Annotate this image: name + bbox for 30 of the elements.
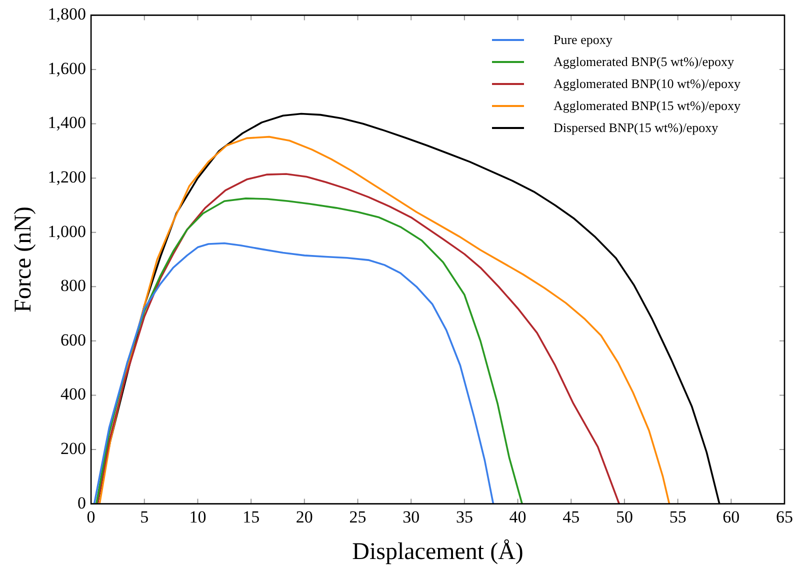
x-tick-label: 40 bbox=[509, 507, 526, 526]
y-tick-label: 1,800 bbox=[48, 4, 86, 24]
x-tick-label: 35 bbox=[456, 507, 473, 526]
y-tick-label: 1,600 bbox=[48, 58, 86, 78]
y-tick-label: 800 bbox=[60, 276, 86, 296]
legend-label: Agglomerated BNP(15 wt%)/epoxy bbox=[554, 97, 741, 116]
legend-label: Pure epoxy bbox=[554, 31, 612, 50]
y-tick-label: 600 bbox=[60, 330, 86, 350]
y-tick-label: 0 bbox=[78, 493, 86, 512]
y-axis-title: Force (nN) bbox=[10, 206, 37, 312]
legend-label: Agglomerated BNP(5 wt%)/epoxy bbox=[554, 53, 734, 72]
x-axis-title: Displacement (Å) bbox=[352, 538, 524, 565]
y-tick-label: 1,400 bbox=[48, 113, 86, 132]
x-tick-label: 15 bbox=[242, 507, 260, 526]
legend-label: Agglomerated BNP(10 wt%)/epoxy bbox=[554, 75, 741, 94]
y-tick-label: 1,200 bbox=[48, 168, 86, 187]
x-tick-label: 60 bbox=[722, 507, 740, 526]
y-tick-label: 1,000 bbox=[48, 222, 86, 241]
legend-label: Dispersed BNP(15 wt%)/epoxy bbox=[554, 119, 718, 138]
y-tick-label: 400 bbox=[60, 384, 86, 404]
x-tick-label: 50 bbox=[616, 507, 633, 526]
x-tick-label: 5 bbox=[140, 507, 149, 526]
x-tick-label: 30 bbox=[402, 507, 420, 526]
x-tick-label: 45 bbox=[562, 507, 580, 526]
x-tick-label: 25 bbox=[349, 507, 366, 526]
x-tick-label: 55 bbox=[669, 507, 686, 526]
x-tick-label: 20 bbox=[296, 507, 313, 526]
y-tick-label: 200 bbox=[60, 438, 86, 458]
x-tick-label: 10 bbox=[189, 507, 206, 526]
x-tick-label: 65 bbox=[776, 507, 793, 526]
